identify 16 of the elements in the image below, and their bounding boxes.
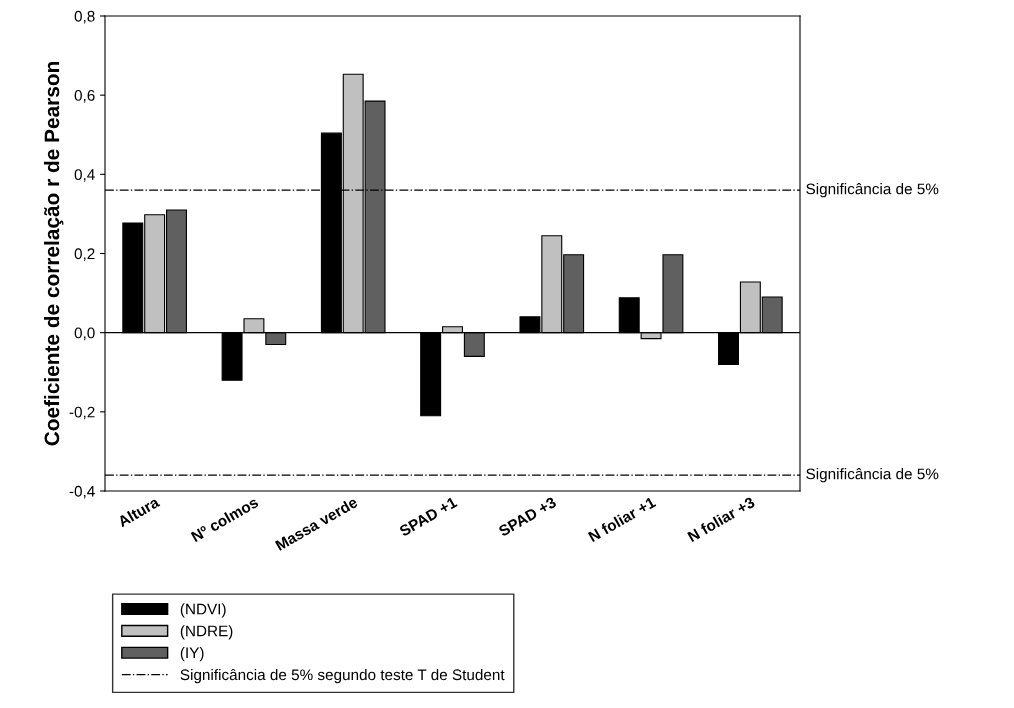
y-tick-label: 0,8 — [74, 10, 95, 24]
text: Significância de 5% segundo teste T de Student — [180, 668, 505, 684]
y-tick-label: 0,6 — [74, 90, 95, 103]
legend-label: (NDVI) — [180, 603, 226, 618]
y-tick-label: -0,4 — [69, 485, 95, 499]
y-tick-label: -0,2 — [69, 406, 95, 420]
legend-label: (IY) — [180, 647, 204, 662]
x-tick-label: N foliar +1 — [587, 496, 657, 543]
legend-label: (NDRE) — [180, 625, 233, 640]
ref-line-label: Significância de 5% — [806, 468, 939, 483]
y-tick-label: 0,0 — [74, 327, 95, 341]
x-tick-label: N foliar +3 — [686, 496, 756, 543]
ref-line-label: Significância de 5% — [806, 183, 939, 198]
y-tick-label: 0,2 — [74, 248, 95, 261]
y-axis-title: Coeficiente de correlação r de Pearson — [43, 61, 64, 446]
y-tick-label: 0,4 — [74, 169, 95, 182]
